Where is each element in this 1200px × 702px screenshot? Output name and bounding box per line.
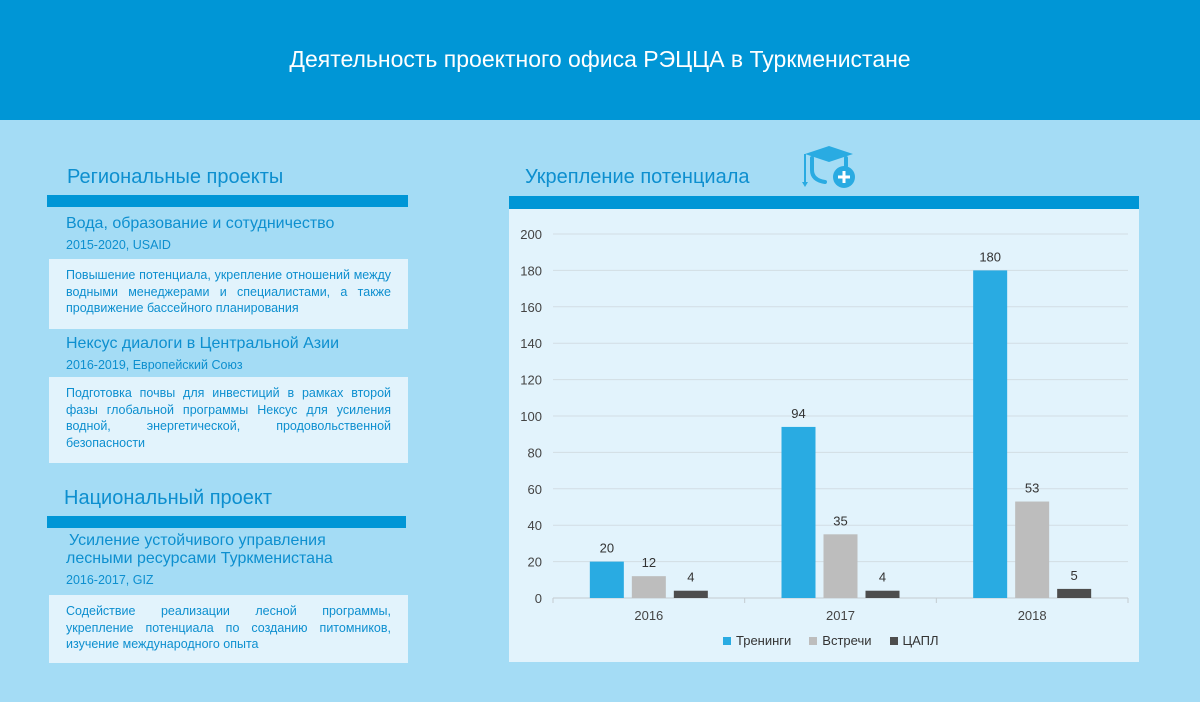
y-tick-label: 180: [520, 263, 542, 278]
bar: [1015, 501, 1050, 598]
y-tick-label: 20: [528, 555, 542, 570]
data-label: 53: [1025, 481, 1039, 496]
capacity-section-title: Укрепление потенциала: [525, 166, 750, 188]
project-name-line1: Усиление устойчивого управления: [69, 532, 326, 549]
y-tick-label: 160: [520, 300, 542, 315]
national-section-title: Национальный проект: [64, 487, 273, 509]
legend-item: ЦАПЛ: [889, 633, 939, 648]
y-tick-label: 120: [520, 373, 542, 388]
legend-item: Тренинги: [723, 633, 791, 648]
project-name: Вода, образование и сотудничество: [66, 215, 335, 232]
bar: [1057, 588, 1092, 598]
bar: [973, 270, 1008, 598]
bar-chart: 0 20 40 60 80 100 120 140 160 180 200 20 12 4 2016 94 35…: [520, 227, 1129, 623]
page-title: Деятельность проектного офиса РЭЦЦА в Ту…: [289, 45, 911, 72]
project-name-line2: лесными ресурсами Туркменистана: [66, 550, 333, 567]
graduation-cap-plus-icon: [801, 140, 859, 190]
legend-label: Тренинги: [736, 633, 792, 648]
data-label: 20: [600, 541, 614, 556]
y-tick-label: 40: [528, 518, 542, 533]
chart-panel: 0 20 40 60 80 100 120 140 160 180 200 20 12 4 2016 94 35…: [509, 196, 1139, 662]
bar: [589, 561, 624, 598]
project-meta: 2016-2017, GIZ: [66, 573, 154, 587]
project-meta: 2015-2020, USAID: [66, 238, 171, 252]
y-tick-label: 200: [520, 227, 542, 242]
project-description-text: Подготовка почвы для инвестиций в рамках…: [66, 386, 391, 450]
legend-item: Встречи: [809, 633, 872, 648]
project-meta: 2016-2019, Европейский Союз: [66, 358, 243, 372]
project-description-text: Повышение потенциала, укрепление отношен…: [66, 268, 391, 315]
project-description: Содействие реализации лесной программы, …: [49, 595, 408, 663]
data-label: 35: [833, 513, 847, 528]
data-label: 5: [1071, 568, 1078, 583]
y-tick-label: 0: [535, 591, 542, 606]
y-tick-label: 60: [528, 482, 542, 497]
data-label: 180: [979, 249, 1001, 264]
x-tick-label: 2018: [1018, 608, 1047, 623]
bar: [631, 576, 666, 598]
bar: [865, 590, 900, 598]
project-description-text: Содействие реализации лесной программы, …: [66, 604, 391, 651]
data-label: 94: [791, 406, 805, 421]
legend-label: Встречи: [822, 633, 872, 648]
x-tick-label: 2016: [634, 608, 663, 623]
y-tick-label: 140: [520, 336, 542, 351]
legend-swatch: [723, 636, 731, 645]
project-description: Повышение потенциала, укрепление отношен…: [49, 259, 408, 329]
bar: [781, 426, 816, 598]
chart-top-bar: [509, 196, 1139, 209]
y-tick-label: 100: [520, 409, 542, 424]
y-tick-label: 80: [528, 445, 542, 460]
data-label: 4: [879, 570, 886, 585]
regional-section-title: Региональные проекты: [67, 166, 284, 188]
project-description: Подготовка почвы для инвестиций в рамках…: [49, 377, 408, 463]
data-label: 12: [642, 555, 656, 570]
x-tick-label: 2017: [826, 608, 855, 623]
regional-section-bar: [47, 195, 408, 207]
legend-swatch: [889, 636, 898, 645]
legend-swatch: [809, 636, 818, 645]
page-header: Деятельность проектного офиса РЭЦЦА в Ту…: [0, 0, 1200, 120]
legend-label: ЦАПЛ: [902, 633, 939, 648]
national-section-bar: [47, 516, 406, 528]
data-label: 4: [687, 570, 694, 585]
chart-legend: Тренинги Встречи ЦАПЛ: [723, 633, 939, 648]
bar: [823, 534, 858, 598]
bar: [673, 590, 708, 598]
project-name: Нексус диалоги в Центральной Азии: [66, 335, 340, 352]
